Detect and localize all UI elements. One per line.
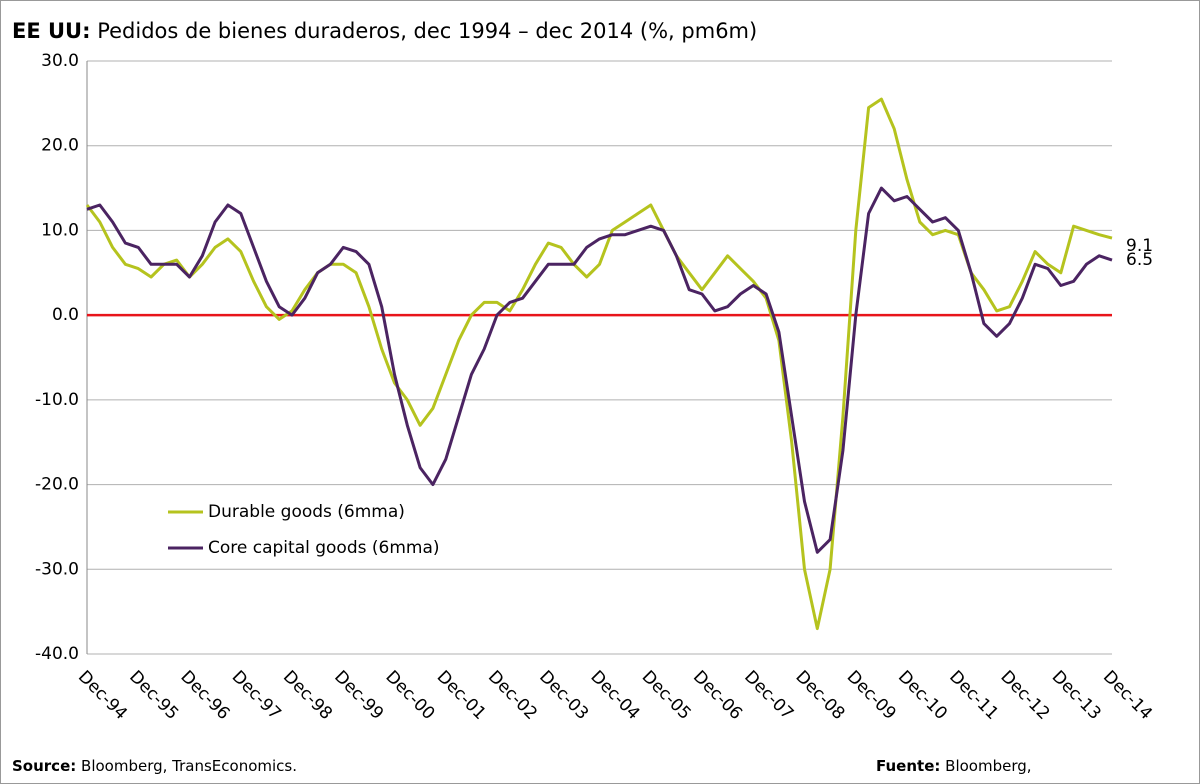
title-prefix: EE UU:	[12, 19, 91, 43]
source-label: Source:	[12, 757, 76, 775]
y-tick-label: 30.0	[41, 51, 79, 71]
series-line	[85, 97, 1113, 631]
legend-label: Durable goods (6mma)	[208, 502, 405, 522]
y-tick-label: -40.0	[35, 644, 79, 664]
fuente-text: Bloomberg,	[945, 757, 1031, 775]
legend-label: Core capital goods (6mma)	[208, 538, 440, 558]
y-tick-label: -30.0	[35, 559, 79, 579]
fuente-label: Fuente:	[876, 757, 940, 775]
end-label: 9.1	[1126, 236, 1153, 256]
series-line	[86, 186, 1113, 554]
y-tick-label: 20.0	[41, 136, 79, 156]
y-tick-label: -20.0	[35, 475, 79, 495]
title-text: Pedidos de bienes duraderos, dec 1994 – …	[97, 19, 757, 43]
y-tick-label: 0.0	[52, 305, 79, 325]
source: Source: Bloomberg, TransEconomics.	[12, 757, 297, 775]
end-label: 6.5	[1126, 250, 1153, 270]
source-text: Bloomberg, TransEconomics.	[81, 757, 297, 775]
y-tick-label: -10.0	[35, 390, 79, 410]
fuente: Fuente: Bloomberg,	[876, 757, 1032, 775]
chart-title: EE UU: Pedidos de bienes duraderos, dec …	[12, 19, 757, 43]
y-tick-label: 10.0	[41, 220, 79, 240]
